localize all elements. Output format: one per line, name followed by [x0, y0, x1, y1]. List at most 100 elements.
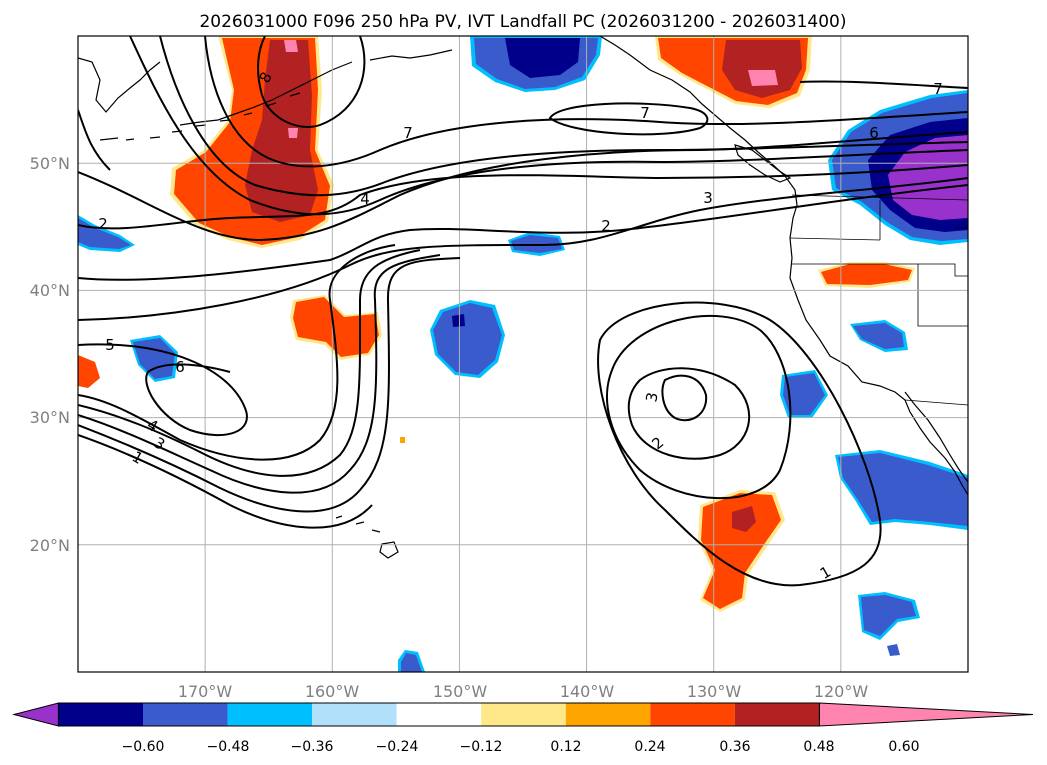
- peak-positive-region: [288, 128, 298, 138]
- positive-region: [821, 264, 912, 285]
- aleutian-islands: [99, 92, 301, 141]
- lat-label: 30°N: [30, 408, 70, 427]
- contour-label: 6: [175, 358, 185, 376]
- contour-line: [627, 367, 751, 460]
- contour-line: [78, 249, 421, 477]
- negative-region: [853, 323, 904, 349]
- colorbar-tick-label: −0.36: [291, 739, 334, 755]
- figure-title: 2026031000 F096 250 hPa PV, IVT Landfall…: [199, 12, 846, 32]
- colorbar-segment: [481, 703, 566, 726]
- colorbar-tick-label: −0.24: [376, 739, 419, 755]
- peak-positive-region: [748, 70, 778, 86]
- contour-line: [129, 36, 968, 216]
- negative-pv-regions: [78, 36, 968, 672]
- positive-region: [78, 355, 100, 388]
- colorbar-segment: [227, 703, 313, 726]
- lon-label: 160°W: [305, 682, 360, 701]
- idaho-border: [879, 200, 968, 240]
- negative-region: [783, 373, 825, 415]
- lon-labels: 170°W 160°W 150°W 140°W 130°W 120°W: [178, 682, 869, 701]
- colorbar-segment: [396, 703, 482, 726]
- lon-label: 130°W: [687, 682, 742, 701]
- oregon-california-border: [792, 263, 968, 277]
- contour-label: 6: [869, 124, 879, 142]
- contour-label: 2: [601, 217, 611, 235]
- colorbar-segment: [58, 703, 143, 726]
- contour-line: [548, 102, 709, 136]
- negative-region: [78, 218, 131, 249]
- negative-region: [887, 644, 900, 656]
- colorbar-extend-min: [12, 702, 59, 727]
- contour-line: [257, 36, 366, 128]
- positive-pv-regions: [78, 36, 915, 612]
- lat-label: 40°N: [30, 281, 70, 300]
- colorbar-ticks: −0.60 −0.48 −0.36 −0.24 −0.12 0.12 0.24 …: [122, 739, 920, 755]
- contour-line: [78, 244, 396, 461]
- colorbar: [12, 702, 1034, 727]
- peak-positive-region: [284, 40, 298, 52]
- colorbar-extend-max: [818, 702, 1034, 727]
- colorbar-segment: [312, 703, 397, 726]
- colorbar-tick-label: 0.36: [719, 739, 750, 755]
- strong-positive-region: [732, 506, 756, 532]
- positive-region: [293, 297, 379, 357]
- strong-negative-region: [505, 38, 580, 78]
- contour-label: 2: [98, 215, 108, 233]
- contour-line: [78, 254, 441, 494]
- peak-negative-region: [888, 135, 968, 220]
- contour-line: [78, 80, 968, 171]
- contour-line: [597, 301, 882, 587]
- contour-label: 4: [360, 190, 370, 208]
- us-canada-border: [791, 194, 968, 201]
- colorbar-tick-label: 0.60: [888, 739, 919, 755]
- colorbar-tick-label: 0.48: [803, 739, 834, 755]
- gridlines: [78, 36, 968, 672]
- colorbar-tick-label: 0.24: [634, 739, 665, 755]
- colorbar-tick-label: 0.12: [550, 739, 581, 755]
- contour-line: [78, 434, 373, 529]
- lat-label: 20°N: [30, 536, 70, 555]
- lat-labels: 20°N 30°N 40°N 50°N: [30, 154, 70, 555]
- contour-label: 3: [642, 391, 661, 404]
- colorbar-tick-label: −0.60: [122, 739, 165, 755]
- contour-line: [78, 257, 461, 513]
- height-contours: [78, 36, 968, 587]
- contour-line: [606, 315, 792, 500]
- negative-region: [401, 653, 422, 672]
- contour-line: [78, 184, 968, 281]
- contour-line: [78, 177, 968, 321]
- negative-region: [433, 303, 502, 375]
- colorbar-segment: [734, 703, 820, 726]
- lon-label: 140°W: [560, 682, 615, 701]
- state-borders: [789, 194, 968, 406]
- strong-negative-region: [452, 314, 465, 327]
- map-content: 8 7 4 7 6 7 3 2 2 5 6 4 3 1 3 2 1: [78, 36, 968, 672]
- map-background: [78, 36, 968, 672]
- lon-label: 120°W: [814, 682, 869, 701]
- lon-label: 150°W: [433, 682, 488, 701]
- colorbar-tick-label: −0.48: [207, 739, 250, 755]
- colorbar-segment: [650, 703, 735, 726]
- colorbar-tick-label: −0.12: [460, 739, 503, 755]
- contour-label: 7: [640, 104, 650, 122]
- contour-line: [78, 164, 968, 230]
- contour-label: 3: [703, 189, 713, 207]
- contour-label: 7: [403, 124, 413, 142]
- map-frame: [77, 35, 969, 673]
- baja-california: [904, 391, 968, 483]
- colorbar-segment: [143, 703, 228, 726]
- lat-label: 50°N: [30, 154, 70, 173]
- positive-region: [400, 437, 405, 443]
- alaska-coast: [78, 49, 453, 126]
- negative-region: [511, 235, 562, 253]
- negative-region: [838, 453, 968, 526]
- contour-label: 7: [933, 80, 943, 98]
- negative-region: [861, 595, 916, 636]
- oregon-washington-border: [789, 237, 881, 241]
- us-mexico-border: [904, 399, 968, 406]
- contour-line: [159, 36, 968, 197]
- colorbar-segment: [565, 703, 651, 726]
- contour-line: [78, 343, 248, 437]
- colorbar-outline: [57, 702, 820, 727]
